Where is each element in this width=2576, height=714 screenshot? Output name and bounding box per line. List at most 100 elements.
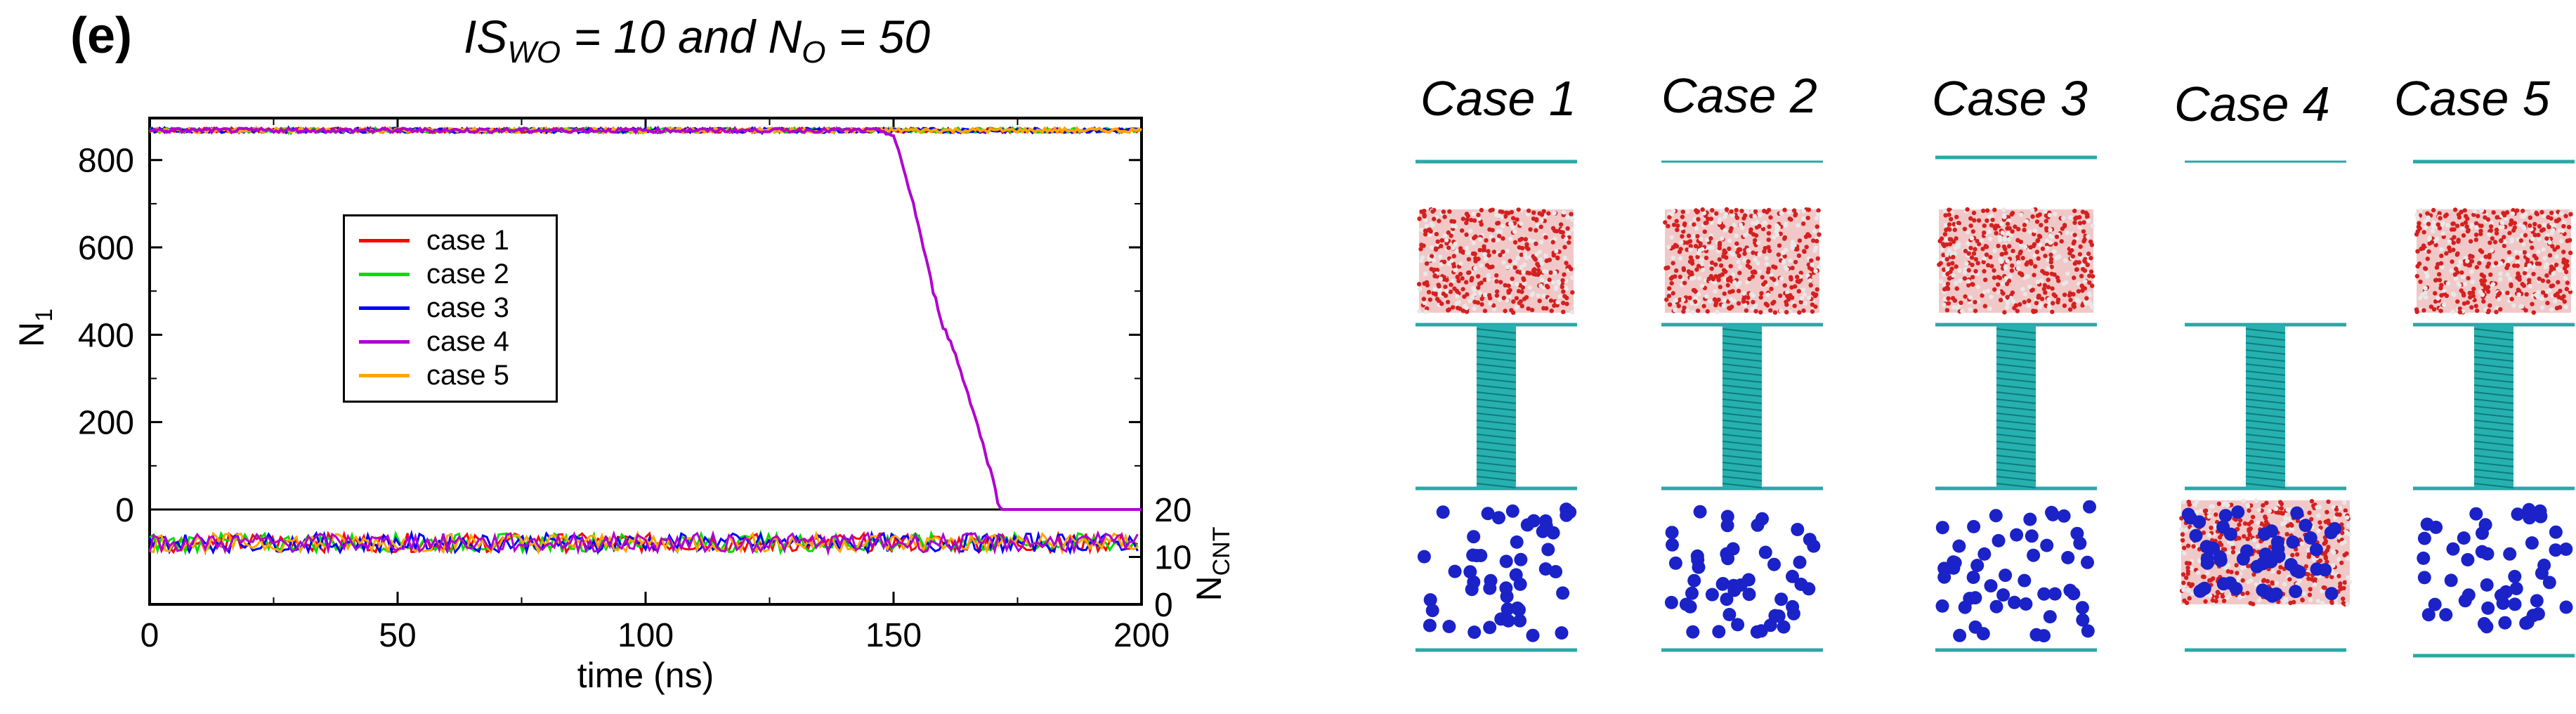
water-molecule bbox=[1968, 245, 1973, 251]
cnt-lattice-line bbox=[2245, 342, 2286, 348]
water-molecule bbox=[1447, 209, 1452, 214]
water-molecule bbox=[1681, 309, 1686, 314]
water-molecule bbox=[1546, 211, 1551, 216]
plot-frame bbox=[148, 117, 1143, 606]
water-molecule bbox=[1525, 212, 1531, 217]
water-molecule bbox=[2473, 221, 2479, 226]
water-molecule bbox=[2345, 515, 2350, 520]
ion-sphere bbox=[1470, 549, 1484, 563]
water-molecule bbox=[1669, 212, 1675, 216]
water-molecule bbox=[1467, 299, 1472, 304]
water-molecule bbox=[2019, 242, 2024, 248]
cnt-lattice-line bbox=[1476, 342, 1517, 348]
case-label: Case 1 bbox=[1420, 71, 1576, 126]
water-molecule bbox=[1680, 234, 1685, 239]
ion-sphere bbox=[2265, 524, 2279, 538]
y2-label-sub: CNT bbox=[1208, 527, 1229, 576]
ion-sphere bbox=[2469, 507, 2483, 521]
water-molecule bbox=[1561, 289, 1566, 294]
water-molecule bbox=[1519, 304, 1524, 309]
water-molecule bbox=[2346, 556, 2351, 562]
water-molecule bbox=[1801, 216, 1806, 221]
title-suffix: = 50 bbox=[825, 11, 931, 63]
water-molecule bbox=[1736, 247, 1741, 252]
water-molecule bbox=[2433, 278, 2438, 283]
water-molecule bbox=[1669, 280, 1674, 286]
water-molecule bbox=[1792, 304, 1797, 309]
water-molecule bbox=[2518, 238, 2523, 243]
water-molecule bbox=[2016, 260, 2021, 265]
water-molecule bbox=[2053, 242, 2058, 247]
water-molecule bbox=[1699, 283, 1705, 288]
water-molecule bbox=[2552, 247, 2557, 252]
legend-swatch bbox=[359, 373, 410, 377]
water-molecule bbox=[1767, 224, 1772, 229]
water-molecule bbox=[1427, 297, 1433, 302]
water-molecule bbox=[2210, 504, 2215, 509]
water-molecule bbox=[1694, 267, 1699, 272]
water-molecule bbox=[2300, 597, 2305, 602]
water-molecule bbox=[2264, 500, 2269, 505]
water-molecule bbox=[2488, 224, 2494, 229]
cnt-lattice-line bbox=[1996, 377, 2036, 383]
water-molecule bbox=[1680, 297, 1686, 302]
water-molecule bbox=[1418, 247, 1423, 252]
water-molecule bbox=[2419, 292, 2425, 297]
water-molecule bbox=[2486, 261, 2492, 266]
water-molecule bbox=[1456, 306, 1460, 311]
water-molecule bbox=[1721, 303, 1727, 309]
water-molecule bbox=[1540, 278, 1545, 283]
water-molecule bbox=[1970, 275, 1975, 280]
water-molecule bbox=[2245, 536, 2250, 541]
cnt-lattice-line bbox=[2245, 455, 2286, 460]
water-molecule bbox=[2482, 283, 2487, 288]
water-molecule bbox=[2549, 210, 2554, 216]
water-molecule bbox=[1532, 267, 1537, 272]
water-molecule bbox=[1688, 247, 1693, 252]
water-molecule bbox=[2341, 596, 2346, 602]
cnt-lattice-line bbox=[2245, 328, 2286, 334]
ion-sphere bbox=[2477, 617, 2491, 630]
water-molecule bbox=[2031, 243, 2036, 249]
water-molecule bbox=[2062, 223, 2067, 228]
water-molecule bbox=[1804, 245, 1809, 249]
water-molecule bbox=[1736, 288, 1741, 294]
water-molecule bbox=[1996, 282, 2001, 287]
water-molecule bbox=[2471, 212, 2476, 217]
water-molecule bbox=[2079, 283, 2084, 288]
water-molecule bbox=[1509, 308, 1514, 313]
water-molecule bbox=[1685, 209, 1690, 214]
water-molecule bbox=[1737, 280, 1742, 285]
water-molecule bbox=[2332, 550, 2336, 555]
water-molecule bbox=[1448, 290, 1453, 294]
ion-sphere bbox=[1442, 620, 1456, 633]
ion-sphere bbox=[2292, 565, 2306, 579]
water-molecule bbox=[1949, 266, 1954, 271]
water-molecule bbox=[2043, 290, 2048, 295]
water-molecule bbox=[1562, 245, 1567, 249]
water-molecule bbox=[2263, 519, 2269, 524]
water-molecule bbox=[2086, 251, 2091, 257]
water-molecule bbox=[1947, 212, 1951, 217]
water-molecule bbox=[1424, 280, 1430, 285]
water-molecule bbox=[1464, 212, 1470, 216]
water-molecule bbox=[2549, 216, 2554, 221]
ion-sphere bbox=[1448, 564, 1462, 578]
ion-sphere bbox=[1687, 573, 1701, 588]
water-molecule bbox=[1422, 300, 1427, 306]
ion-sphere bbox=[1505, 504, 1519, 518]
water-molecule bbox=[2002, 237, 2008, 242]
water-molecule bbox=[2029, 288, 2034, 293]
water-molecule bbox=[1722, 297, 1727, 303]
cnt-lattice-line bbox=[1476, 384, 1517, 390]
water-molecule bbox=[1465, 245, 1470, 250]
water-molecule bbox=[2248, 601, 2253, 606]
cnt-lattice-line bbox=[1996, 455, 2036, 460]
water-molecule bbox=[1716, 277, 1721, 282]
water-molecule bbox=[1491, 238, 1496, 242]
ion-sphere bbox=[2010, 528, 2024, 542]
water-molecule bbox=[2263, 514, 2268, 519]
water-molecule bbox=[2505, 272, 2510, 277]
water-molecule bbox=[2237, 522, 2242, 527]
water-molecule bbox=[1766, 238, 1771, 242]
